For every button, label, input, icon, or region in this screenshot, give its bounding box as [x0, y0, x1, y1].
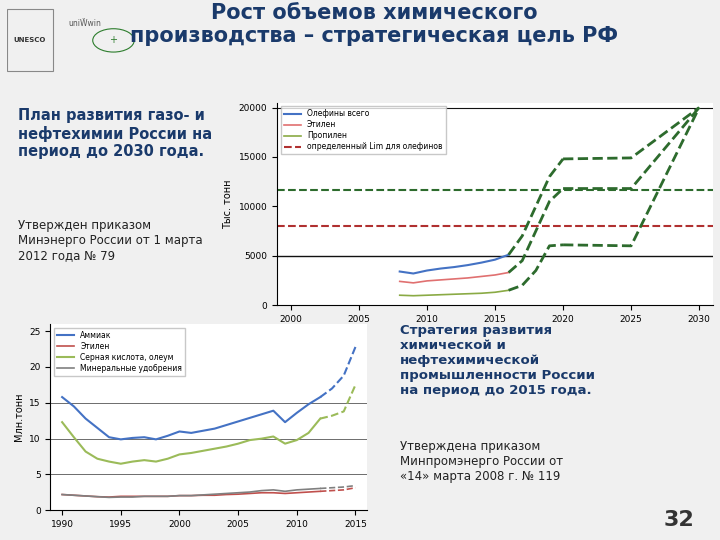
Bar	[7, 9, 53, 71]
Y-axis label: Млн.тонн: Млн.тонн	[14, 393, 24, 441]
Legend: Аммиак, Этилен, Серная кислота, олеум, Минеральные удобрения: Аммиак, Этилен, Серная кислота, олеум, М…	[54, 328, 185, 376]
Text: Утвержден приказом
Минэнерго России от 1 марта
2012 года № 79: Утвержден приказом Минэнерго России от 1…	[18, 219, 202, 262]
Text: +: +	[109, 36, 117, 45]
Text: План развития газо- и
нефтехимии России на
период до 2030 года.: План развития газо- и нефтехимии России …	[18, 108, 212, 159]
Text: Рост объемов химического
производства – стратегическая цель РФ: Рост объемов химического производства – …	[130, 3, 618, 46]
Legend: Олефины всего, Этилен, Пропилен, определенный Lim для олефинов: Олефины всего, Этилен, Пропилен, определ…	[281, 106, 446, 154]
Text: UNESCO: UNESCO	[14, 37, 46, 43]
Y-axis label: Тыс. тонн: Тыс. тонн	[223, 179, 233, 228]
Text: 32: 32	[664, 510, 695, 530]
Text: Стратегия развития
химической и
нефтехимической
промышленности России
на период : Стратегия развития химической и нефтехим…	[400, 324, 595, 397]
Text: Утверждена приказом
Минпромэнерго России от
«14» марта 2008 г. № 119: Утверждена приказом Минпромэнерго России…	[400, 440, 563, 483]
Text: uniẄwin: uniẄwin	[68, 19, 101, 28]
